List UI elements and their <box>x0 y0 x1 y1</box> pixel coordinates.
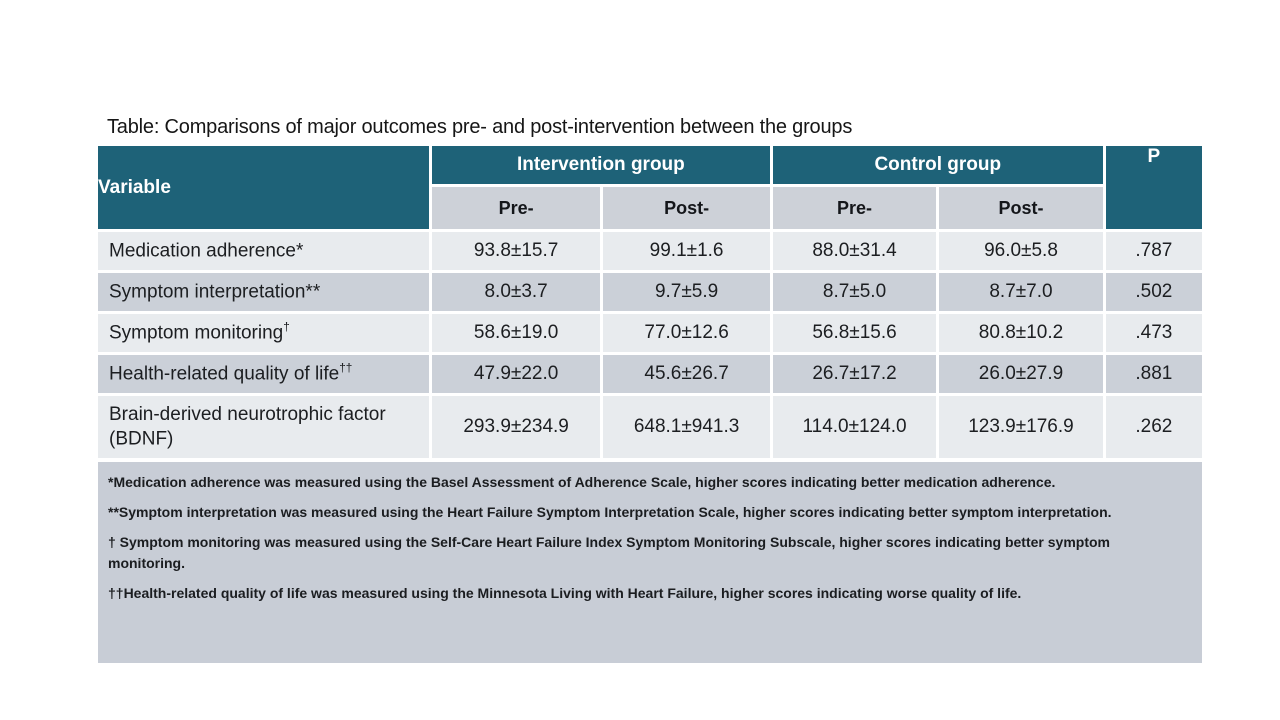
footnote-symptom-monitoring: † Symptom monitoring was measured using … <box>108 534 1110 571</box>
cell-value: 88.0±31.4 <box>772 232 937 270</box>
footnote-symptom-interpretation: **Symptom interpretation was measured us… <box>108 504 1112 520</box>
footnote-medication-adherence: *Medication adherence was measured using… <box>108 474 1056 490</box>
header-variable: Variable <box>98 146 429 229</box>
subheader-control-post: Post- <box>939 187 1103 229</box>
cell-value: 45.6±26.7 <box>603 355 770 393</box>
cell-value: 8.7±7.0 <box>939 273 1103 311</box>
cell-value: 8.0±3.7 <box>431 273 601 311</box>
cell-value: 56.8±15.6 <box>772 314 937 352</box>
subheader-control-pre: Pre- <box>772 187 937 229</box>
subheader-intervention-post: Post- <box>603 187 770 229</box>
cell-value: 9.7±5.9 <box>603 273 770 311</box>
footnote-quality-of-life: ††Health-related quality of life was mea… <box>108 585 1022 601</box>
cell-value: 123.9±176.9 <box>939 396 1103 458</box>
subheader-intervention-pre: Pre- <box>431 187 601 229</box>
row-label: Brain-derived neurotrophic factor (BDNF) <box>98 396 429 458</box>
cell-value: 77.0±12.6 <box>603 314 770 352</box>
table-row-medication-adherence: Medication adherence* 93.8±15.7 99.1±1.6… <box>98 232 1202 270</box>
cell-p-value: .262 <box>1105 396 1202 458</box>
cell-p-value: .473 <box>1105 314 1202 352</box>
table-row-quality-of-life: Health-related quality of life†† 47.9±22… <box>98 355 1202 393</box>
cell-value: 80.8±10.2 <box>939 314 1103 352</box>
header-p: P <box>1105 146 1202 229</box>
cell-value: 96.0±5.8 <box>939 232 1103 270</box>
header-intervention-group: Intervention group <box>431 146 770 184</box>
cell-value: 8.7±5.0 <box>772 273 937 311</box>
cell-p-value: .787 <box>1105 232 1202 270</box>
cell-value: 26.0±27.9 <box>939 355 1103 393</box>
row-label: Symptom interpretation** <box>98 273 429 311</box>
row-label: Health-related quality of life†† <box>98 355 429 393</box>
cell-value: 93.8±15.7 <box>431 232 601 270</box>
cell-p-value: .881 <box>1105 355 1202 393</box>
table-row-symptom-interpretation: Symptom interpretation** 8.0±3.7 9.7±5.9… <box>98 273 1202 311</box>
row-label: Symptom monitoring† <box>98 314 429 352</box>
header-row-prepost: Pre- Post- Pre- Post- <box>98 187 1202 229</box>
cell-p-value: .502 <box>1105 273 1202 311</box>
header-control-group: Control group <box>772 146 1103 184</box>
cell-value: 26.7±17.2 <box>772 355 937 393</box>
cell-value: 99.1±1.6 <box>603 232 770 270</box>
table-footnotes: *Medication adherence was measured using… <box>98 462 1202 663</box>
outcomes-table: Variable Intervention group Control grou… <box>95 143 1205 461</box>
cell-value: 293.9±234.9 <box>431 396 601 458</box>
table-title: Table: Comparisons of major outcomes pre… <box>107 116 853 138</box>
cell-value: 47.9±22.0 <box>431 355 601 393</box>
row-label: Medication adherence* <box>98 232 429 270</box>
table-row-bdnf: Brain-derived neurotrophic factor (BDNF)… <box>98 396 1202 458</box>
header-row-groups: Variable Intervention group Control grou… <box>98 146 1202 229</box>
table-row-symptom-monitoring: Symptom monitoring† 58.6±19.0 77.0±12.6 … <box>98 314 1202 352</box>
cell-value: 648.1±941.3 <box>603 396 770 458</box>
cell-value: 114.0±124.0 <box>772 396 937 458</box>
cell-value: 58.6±19.0 <box>431 314 601 352</box>
